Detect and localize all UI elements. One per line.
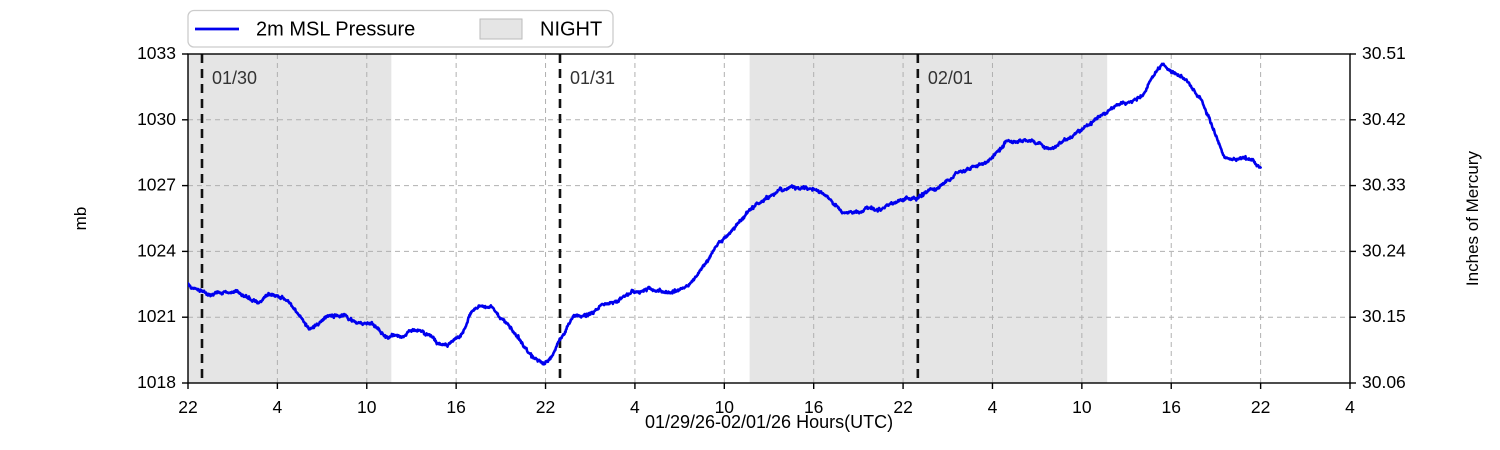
svg-text:01/30: 01/30 xyxy=(212,68,257,88)
svg-text:30.33: 30.33 xyxy=(1362,175,1406,195)
svg-text:Inches of Mercury: Inches of Mercury xyxy=(1463,150,1482,286)
svg-text:1021: 1021 xyxy=(137,306,176,326)
svg-text:1033: 1033 xyxy=(137,43,176,63)
svg-text:02/01: 02/01 xyxy=(928,68,973,88)
svg-text:2m MSL Pressure: 2m MSL Pressure xyxy=(256,19,415,41)
svg-text:NIGHT: NIGHT xyxy=(540,19,602,41)
svg-text:30.42: 30.42 xyxy=(1362,109,1406,129)
svg-text:10: 10 xyxy=(357,397,377,417)
svg-text:01/29/26-02/01/26 Hours(UTC): 01/29/26-02/01/26 Hours(UTC) xyxy=(645,412,893,432)
svg-text:30.15: 30.15 xyxy=(1362,306,1406,326)
svg-text:01/31: 01/31 xyxy=(570,68,615,88)
svg-text:1030: 1030 xyxy=(137,109,176,129)
svg-text:mb: mb xyxy=(71,207,90,231)
svg-text:1024: 1024 xyxy=(137,240,176,260)
svg-text:1027: 1027 xyxy=(137,175,176,195)
svg-text:30.51: 30.51 xyxy=(1362,43,1406,63)
svg-text:30.24: 30.24 xyxy=(1362,240,1406,260)
svg-text:16: 16 xyxy=(446,397,465,417)
svg-text:22: 22 xyxy=(1251,397,1270,417)
svg-text:4: 4 xyxy=(630,397,640,417)
svg-text:4: 4 xyxy=(1345,397,1355,417)
svg-text:16: 16 xyxy=(1161,397,1180,417)
svg-text:1018: 1018 xyxy=(137,372,176,392)
svg-text:22: 22 xyxy=(893,397,912,417)
svg-text:22: 22 xyxy=(536,397,555,417)
svg-text:30.06: 30.06 xyxy=(1362,372,1406,392)
svg-text:22: 22 xyxy=(178,397,197,417)
svg-text:4: 4 xyxy=(273,397,283,417)
svg-text:10: 10 xyxy=(1072,397,1092,417)
svg-text:4: 4 xyxy=(988,397,998,417)
